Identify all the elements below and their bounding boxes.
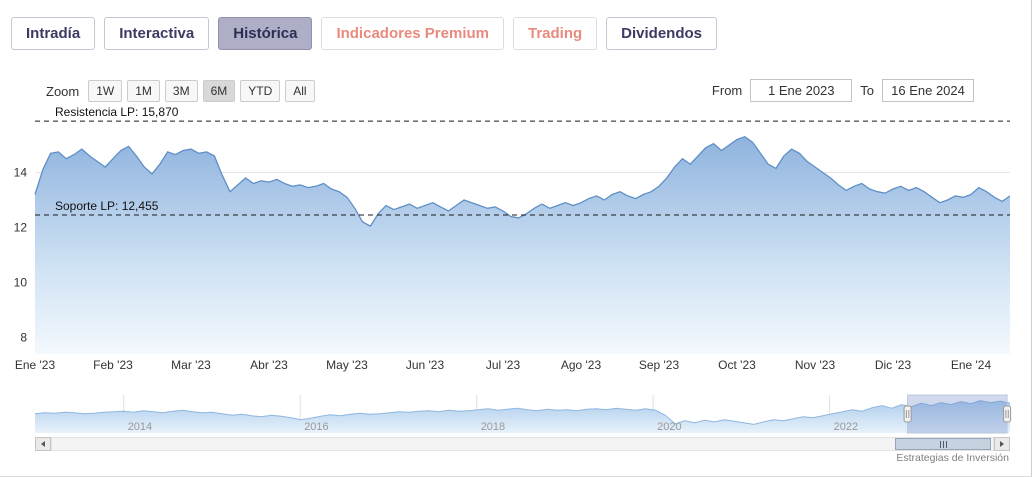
watermark: Estrategias de Inversión xyxy=(896,452,1009,464)
date-range-controls: From To xyxy=(712,79,974,102)
x-axis-label: Ago '23 xyxy=(561,358,602,372)
x-axis-label: Feb '23 xyxy=(93,358,133,372)
to-date-input[interactable] xyxy=(882,79,974,102)
tab-historica[interactable]: Histórica xyxy=(218,17,313,50)
price-line xyxy=(34,135,1011,227)
scroll-right-button[interactable] xyxy=(994,437,1010,451)
nav-line xyxy=(34,400,1011,425)
nav-year-label: 2014 xyxy=(128,421,152,433)
zoom-all-button[interactable]: All xyxy=(285,80,315,102)
nav-year-label: 2016 xyxy=(304,421,328,433)
x-axis-label: Jun '23 xyxy=(406,358,445,372)
x-axis-label: Sep '23 xyxy=(639,358,680,372)
navigator-handle-right[interactable] xyxy=(1003,405,1012,423)
grip-line xyxy=(945,440,947,448)
x-axis-label: Ene '24 xyxy=(951,358,992,372)
navigator-handle-left[interactable] xyxy=(903,405,912,423)
zoom-controls: Zoom 1W 1M 3M 6M YTD All xyxy=(46,80,315,102)
nav-year-label: 2020 xyxy=(657,421,681,433)
x-axis-label: Jul '23 xyxy=(486,358,521,372)
tab-interactiva[interactable]: Interactiva xyxy=(104,17,210,50)
nav-year-label: 2022 xyxy=(834,421,858,433)
x-axis-label: Oct '23 xyxy=(718,358,756,372)
from-label: From xyxy=(711,83,743,98)
zoom-1m-button[interactable]: 1M xyxy=(127,80,160,102)
nav-area xyxy=(35,400,1010,433)
resistance-label: Resistencia LP: 15,870 xyxy=(55,105,179,119)
x-axis-label: Nov '23 xyxy=(795,358,836,372)
y-axis-label: 12 xyxy=(14,221,28,235)
x-axis-label: May '23 xyxy=(326,358,368,372)
scrollbar-track[interactable] xyxy=(51,437,994,451)
right-arrow-icon xyxy=(1000,441,1004,447)
zoom-3m-button[interactable]: 3M xyxy=(164,80,198,102)
left-arrow-icon xyxy=(41,441,45,447)
price-area xyxy=(35,136,1010,354)
y-axis-label: 10 xyxy=(14,276,28,290)
nav-year-label: 2018 xyxy=(481,421,505,433)
x-axis-label: Ene '23 xyxy=(15,358,56,372)
chart-tabs: Intradía Interactiva Histórica Indicador… xyxy=(11,17,718,50)
main-price-chart[interactable]: 8 10 12 14 Resistencia LP: 15,870 Soporte LP:… xyxy=(0,102,1020,382)
zoom-1w-button[interactable]: 1W xyxy=(88,80,123,102)
x-axis-label: Abr '23 xyxy=(250,358,288,372)
to-label: To xyxy=(860,83,874,98)
zoom-label: Zoom xyxy=(46,83,80,99)
grip-line xyxy=(942,440,944,448)
y-axis-label: 8 xyxy=(20,331,27,345)
tab-trading[interactable]: Trading xyxy=(513,17,598,50)
zoom-6m-button[interactable]: 6M xyxy=(202,80,236,102)
tab-intradia[interactable]: Intradía xyxy=(11,17,96,50)
navigator-selected-window[interactable] xyxy=(907,395,1008,433)
zoom-ytd-button[interactable]: YTD xyxy=(240,80,281,102)
scroll-left-button[interactable] xyxy=(35,437,51,451)
tab-dividendos[interactable]: Dividendos xyxy=(606,17,718,50)
navigator-chart[interactable]: 2014 2016 2018 2020 2022 xyxy=(0,393,1020,435)
x-axis-label: Mar '23 xyxy=(171,358,211,372)
from-date-input[interactable] xyxy=(750,79,853,102)
y-axis-label: 14 xyxy=(14,166,28,180)
tab-indicadores-premium[interactable]: Indicadores Premium xyxy=(321,17,504,50)
scrollbar-thumb[interactable] xyxy=(895,438,992,450)
x-axis-label: Dic '23 xyxy=(875,358,912,372)
support-label: Soporte LP: 12,455 xyxy=(55,199,159,213)
grip-line xyxy=(939,440,941,448)
chart-scrollbar xyxy=(35,437,1010,451)
